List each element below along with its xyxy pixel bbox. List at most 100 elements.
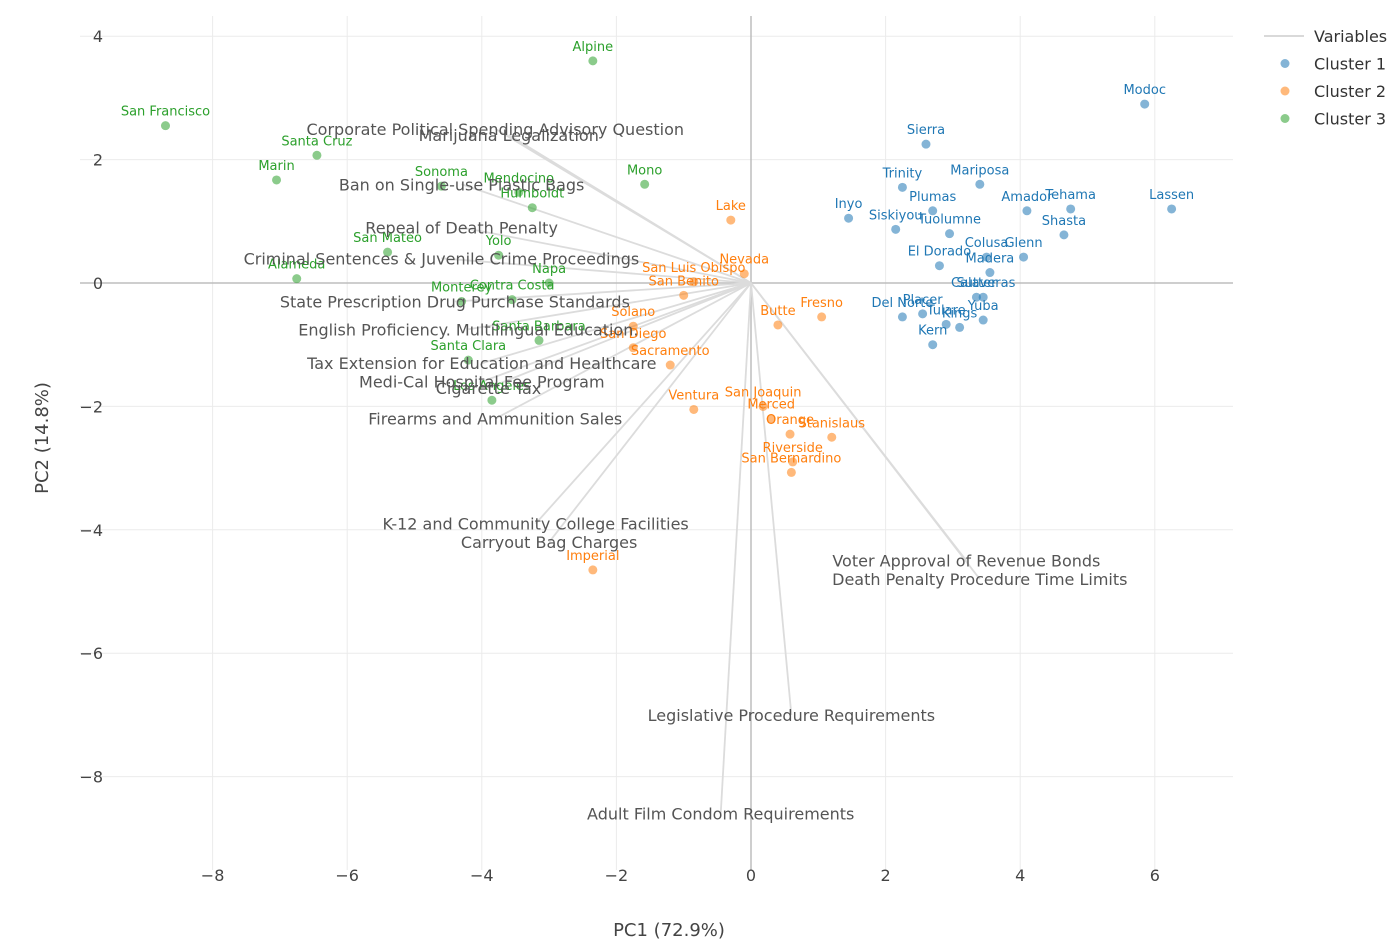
data-point: [928, 340, 938, 350]
point-label: Tehama: [1044, 188, 1096, 203]
point-label: Shasta: [1042, 214, 1086, 229]
variable-label: Legislative Procedure Requirements: [648, 706, 936, 725]
data-point: [272, 175, 282, 185]
point-label: Kings: [942, 306, 978, 321]
data-point: [982, 252, 992, 262]
point-label: Los Angeles: [453, 379, 531, 394]
point-label: Tuolumne: [917, 213, 981, 228]
data-point: [628, 343, 638, 353]
variable-label: Repeal of Death Penalty: [365, 218, 558, 237]
data-point: [773, 320, 783, 330]
variable-vectors: [441, 127, 981, 814]
variable-label: English Proficiency. Multilingual Educat…: [298, 320, 638, 339]
point-label: Calaveras: [951, 276, 1016, 291]
data-point: [160, 121, 170, 131]
data-point: [312, 150, 322, 160]
zero-lines: [80, 16, 1233, 870]
data-point: [975, 179, 985, 189]
axis-ticks: −8 −6 −4 −2 0 2 4 6 4 2 0 −2 −4 −6 −8: [79, 27, 1159, 885]
point-label: Napa: [532, 262, 566, 277]
data-point: [978, 292, 988, 302]
point-label: El Dorado: [908, 245, 971, 260]
point-label: Lassen: [1149, 188, 1194, 203]
data-point: [971, 292, 981, 302]
point-label: Santa Barbara: [492, 319, 585, 334]
y-tick-label: 0: [93, 274, 103, 293]
point-label: Fresno: [800, 296, 843, 311]
variable-label: Adult Film Condom Requirements: [587, 805, 854, 824]
point-label: Santa Clara: [431, 339, 507, 354]
y-tick-label: −8: [79, 768, 103, 787]
point-label: Sacramento: [631, 344, 710, 359]
data-point: [1167, 204, 1177, 214]
legend: Variables Cluster 1 Cluster 2 Cluster 3: [1264, 27, 1387, 129]
y-tick-label: −4: [79, 521, 103, 540]
point-label: San Benito: [648, 274, 718, 289]
data-point: [766, 414, 776, 424]
data-point: [1059, 230, 1069, 240]
variable-vector: [468, 282, 752, 331]
data-point: [1022, 206, 1032, 216]
data-point: [788, 457, 798, 467]
variable-label: Carryout Bag Charges: [461, 533, 637, 552]
data-point: [689, 404, 699, 414]
variable-label: State Prescription Drug Purchase Standar…: [280, 293, 630, 312]
data-point: [534, 335, 544, 345]
data-point: [640, 179, 650, 189]
data-point: [985, 268, 995, 278]
point-label: Tulare: [926, 303, 966, 318]
x-tick-label: 4: [1015, 866, 1025, 885]
point-label: Stanislaus: [798, 416, 865, 431]
variable-label: Medi-Cal Hospital Fee Program: [359, 373, 605, 392]
data-point: [891, 224, 901, 234]
variable-vector: [441, 257, 752, 284]
variable-vector: [494, 282, 752, 420]
point-label: Yuba: [967, 299, 999, 314]
data-point: [514, 187, 524, 197]
point-label: Siskiyou: [869, 208, 923, 223]
point-label: Alameda: [268, 258, 325, 273]
y-axis-title: PC2 (14.8%): [32, 382, 53, 494]
point-label: Amador: [1001, 190, 1053, 205]
data-point: [1019, 252, 1029, 262]
variable-vector: [750, 282, 981, 580]
point-label: San Joaquin: [725, 385, 802, 400]
data-point: [844, 213, 854, 223]
data-point: [918, 309, 928, 319]
data-point: [928, 206, 938, 216]
variable-label: Firearms and Ammunition Sales: [368, 410, 622, 429]
point-label: San Francisco: [121, 105, 210, 120]
variable-vector: [488, 282, 752, 389]
x-tick-label: 2: [881, 866, 891, 885]
point-label: Ventura: [668, 388, 719, 403]
x-tick-label: −6: [335, 866, 359, 885]
point-label: Alpine: [573, 40, 614, 55]
point-label: San Diego: [600, 327, 666, 342]
point-label: Colusa: [965, 236, 1009, 251]
data-point: [494, 250, 504, 260]
data-point: [679, 290, 689, 300]
x-tick-label: −2: [605, 866, 629, 885]
legend-marker-swatch: [1280, 59, 1290, 68]
data-point: [292, 274, 302, 284]
data-point: [934, 261, 944, 271]
point-label: Santa Cruz: [281, 134, 352, 149]
data-point: [527, 203, 537, 213]
data-point: [1066, 204, 1076, 214]
data-point: [689, 277, 699, 287]
point-label: Imperial: [566, 549, 619, 564]
legend-marker-swatch: [1280, 86, 1290, 96]
data-point: [487, 395, 497, 405]
data-point: [457, 297, 467, 307]
legend-marker-swatch: [1280, 114, 1290, 123]
variable-labels: Corporate Political Spending Advisory Qu…: [244, 120, 1128, 824]
cluster-points: Modoc Lassen Sierra Trinity Mariposa Inyo Plum…: [121, 40, 1194, 575]
data-point: [436, 181, 446, 191]
data-point: [758, 401, 768, 411]
x-tick-label: −8: [201, 866, 225, 885]
variable-label: Voter Approval of Revenue Bonds: [832, 552, 1100, 571]
point-label: Lake: [716, 199, 746, 214]
point-label: Madera: [966, 252, 1015, 267]
point-label: Trinity: [882, 166, 923, 181]
